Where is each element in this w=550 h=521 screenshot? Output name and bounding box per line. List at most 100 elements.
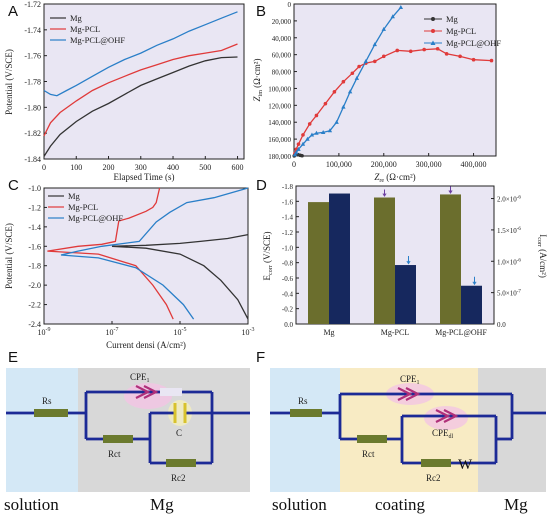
chart-b-ytick-label: 0 xyxy=(288,1,292,9)
circuit-e-rct-label: Rct xyxy=(108,449,121,459)
chart-d-category-label: Mg-PCL@OHF xyxy=(435,328,487,337)
chart-b-ytick-label: 40,000 xyxy=(272,35,292,43)
chart-a-series-mg-pcl-ohf-line xyxy=(43,11,238,97)
circuit-e: Rs CPE1 Rct C Rc2 solution Mg xyxy=(4,368,250,514)
chart-d-bar-icorr-mg xyxy=(329,193,350,324)
legend-marker-mg-pcl-ohf xyxy=(430,40,436,45)
panel-label-e: E xyxy=(8,349,18,366)
chart-a-ytick-label: -1.78 xyxy=(24,78,41,87)
circuit-e-zone-solution: solution xyxy=(4,495,59,514)
chart-b-ylabel: Zim (Ω·cm²) xyxy=(252,59,264,102)
chart-d-ytick-label: -0.2 xyxy=(282,306,294,314)
chart-d-ecorr-arrow-mg-pcl xyxy=(382,189,387,197)
xtick-base: 10 xyxy=(106,328,114,337)
chart-c-ytick-label: -1.4 xyxy=(28,223,41,232)
chart-a-xtick-label: 100 xyxy=(70,163,82,172)
chart-b-legend: Mg Mg-PCL Mg-PCL@OHF xyxy=(424,14,501,48)
y2tick-exp: -7 xyxy=(517,290,522,295)
chart-d-y2tick-label: 2.0×10-6 xyxy=(497,196,521,204)
chart-b-series-mg-pcl-ohf-point xyxy=(347,89,353,94)
chart-a-plot-area xyxy=(43,3,245,160)
chart-a-xtick-label: 200 xyxy=(103,163,115,172)
chart-d-ylabel: Ecorr (V/SCE) xyxy=(262,232,274,281)
chart-b-series-mg-pcl-ohf-point xyxy=(390,14,395,19)
panel-label-d: D xyxy=(256,177,267,194)
circuit-e-c-label: C xyxy=(176,428,182,438)
chart-c-xlabel: Current densi (A/cm²) xyxy=(106,340,186,350)
chart-b-xlabel-main: Z xyxy=(374,172,380,182)
chart-b-ytick-label: 60,000 xyxy=(272,52,292,60)
chart-b-series-mg-pcl-point xyxy=(435,46,440,51)
circuit-e-rs-resistor xyxy=(34,409,68,417)
legend-label-mg-pcl-ohf: Mg-PCL@OHF xyxy=(70,35,125,45)
chart-b-xlabel-sub: re xyxy=(379,178,384,184)
chart-b-series-mg-pcl-point xyxy=(381,54,386,59)
chart-d-ecorr-arrow-mg-pcl-ohf xyxy=(448,186,453,194)
chart-c-ytick-label: -2.2 xyxy=(28,301,41,310)
chart-d-bar-ecorr-mg-pcl-ohf xyxy=(440,194,461,324)
chart-a-xtick-label: 300 xyxy=(135,163,147,172)
chart-b-ytick-label: 120,000 xyxy=(268,102,291,110)
chart-d-bar-icorr-mg-pcl xyxy=(395,265,416,324)
chart-b-xlabel-unit: (Ω·cm²) xyxy=(384,172,416,182)
chart-b-series-mg-pcl-ohf-point xyxy=(320,129,326,134)
chart-b-ytick-label: 160,000 xyxy=(268,136,291,144)
chart-b-series-mg-pcl-point xyxy=(373,59,377,64)
chart-b-series-mg-pcl-point xyxy=(444,52,449,56)
chart-d-icorr-arrow-mg-pcl-ohf xyxy=(472,276,477,286)
chart-b-series-mg-pcl-ohf-point xyxy=(334,119,339,124)
chart-b-series-mg-pcl-point xyxy=(301,133,305,137)
chart-a-xtick-label: 500 xyxy=(199,163,211,172)
chart-b-series-mg-pcl-ohf-point xyxy=(309,132,315,137)
chart-b-series-mg-pcl-ohf-point xyxy=(294,150,299,155)
circuit-f-rct-resistor xyxy=(357,435,387,443)
chart-d-y2tick-label: 0.0 xyxy=(497,321,506,329)
chart-c: 10-9 10-7 10-5 10-3-1.0-1.2-1.4-1.6-1.8-2.0… xyxy=(4,184,255,350)
chart-c-xtick-label: 10-3 xyxy=(242,327,255,337)
circuit-f-zone-solution: solution xyxy=(272,495,327,514)
chart-b-series-mg-pcl-point xyxy=(296,142,301,146)
y2tick-mantissa: 0.0 xyxy=(497,321,506,329)
chart-c-xtick-label: 10-9 xyxy=(38,327,51,337)
legend-label-mg-pcl-ohf: Mg-PCL@OHF xyxy=(68,213,123,223)
panel-label-a: A xyxy=(8,3,18,20)
legend-label-mg-pcl: Mg-PCL xyxy=(68,202,98,212)
circuit-e-rc2-label: Rc2 xyxy=(171,473,186,483)
chart-d-ytick-label: -0.4 xyxy=(282,290,294,298)
circuit-f-cpe1-symbol xyxy=(397,387,421,401)
circuit-f-cpe1-label: CPE1 xyxy=(400,374,420,386)
xtick-exp: -5 xyxy=(182,327,187,333)
circuit-f-rc2-resistor xyxy=(421,459,451,467)
circuit-f-cpedl-main: CPE xyxy=(432,428,449,438)
chart-b-ytick-label: 180,000 xyxy=(268,153,291,161)
chart-d-y2label-unit: (A/cm²) xyxy=(538,247,548,278)
legend-marker-mg-pcl xyxy=(431,29,435,33)
chart-d-category-label: Mg xyxy=(323,328,334,337)
chart-b-series-mg-point xyxy=(300,153,304,158)
chart-b-xtick-label: 100,000 xyxy=(326,160,352,169)
chart-b-series-mg-pcl-ohf-point xyxy=(354,75,360,80)
chart-c-ytick-label: -1.6 xyxy=(28,242,41,251)
chart-c-ytick-label: -2.0 xyxy=(28,281,41,290)
legend-label-mg: Mg xyxy=(68,191,81,201)
circuit-e-cpe-label: CPE1 xyxy=(130,372,150,384)
chart-d-ylabel-sub: corr xyxy=(268,265,274,275)
chart-b-series-mg-pcl-ohf-point xyxy=(314,130,319,135)
chart-b-series-mg-pcl-point xyxy=(323,101,328,106)
chart-b-series-mg-pcl-point xyxy=(422,47,426,52)
chart-b-ylabel-unit: (Ω·cm²) xyxy=(252,59,262,91)
circuit-f-cpe1-main: CPE xyxy=(400,374,417,384)
chart-c-ylabel: Potential (V/SCE) xyxy=(4,223,14,289)
chart-b-series-mg-pcl-point xyxy=(489,58,494,63)
chart-d-ytick-label: -0.6 xyxy=(282,275,294,283)
chart-d-icorr-arrow-mg-pcl xyxy=(406,256,411,265)
panel-label-b: B xyxy=(256,3,266,20)
chart-b-ylabel-main: Z xyxy=(252,95,262,101)
chart-d: Mg Mg-PCL Mg-PCL@OHF 0.0 -0.2 -0.4 -0.6 -0.8 -1.… xyxy=(262,183,548,337)
circuit-e-solution-zone xyxy=(6,368,78,492)
chart-b-series-mg-pcl-ohf-point xyxy=(300,141,306,146)
chart-d-category-label: Mg-PCL xyxy=(381,328,410,337)
circuit-f-cpedl-sub: dl xyxy=(449,434,454,440)
chart-c-legend: Mg Mg-PCL Mg-PCL@OHF xyxy=(48,191,123,223)
chart-b-series-mg-pcl-ohf-point xyxy=(296,146,301,151)
